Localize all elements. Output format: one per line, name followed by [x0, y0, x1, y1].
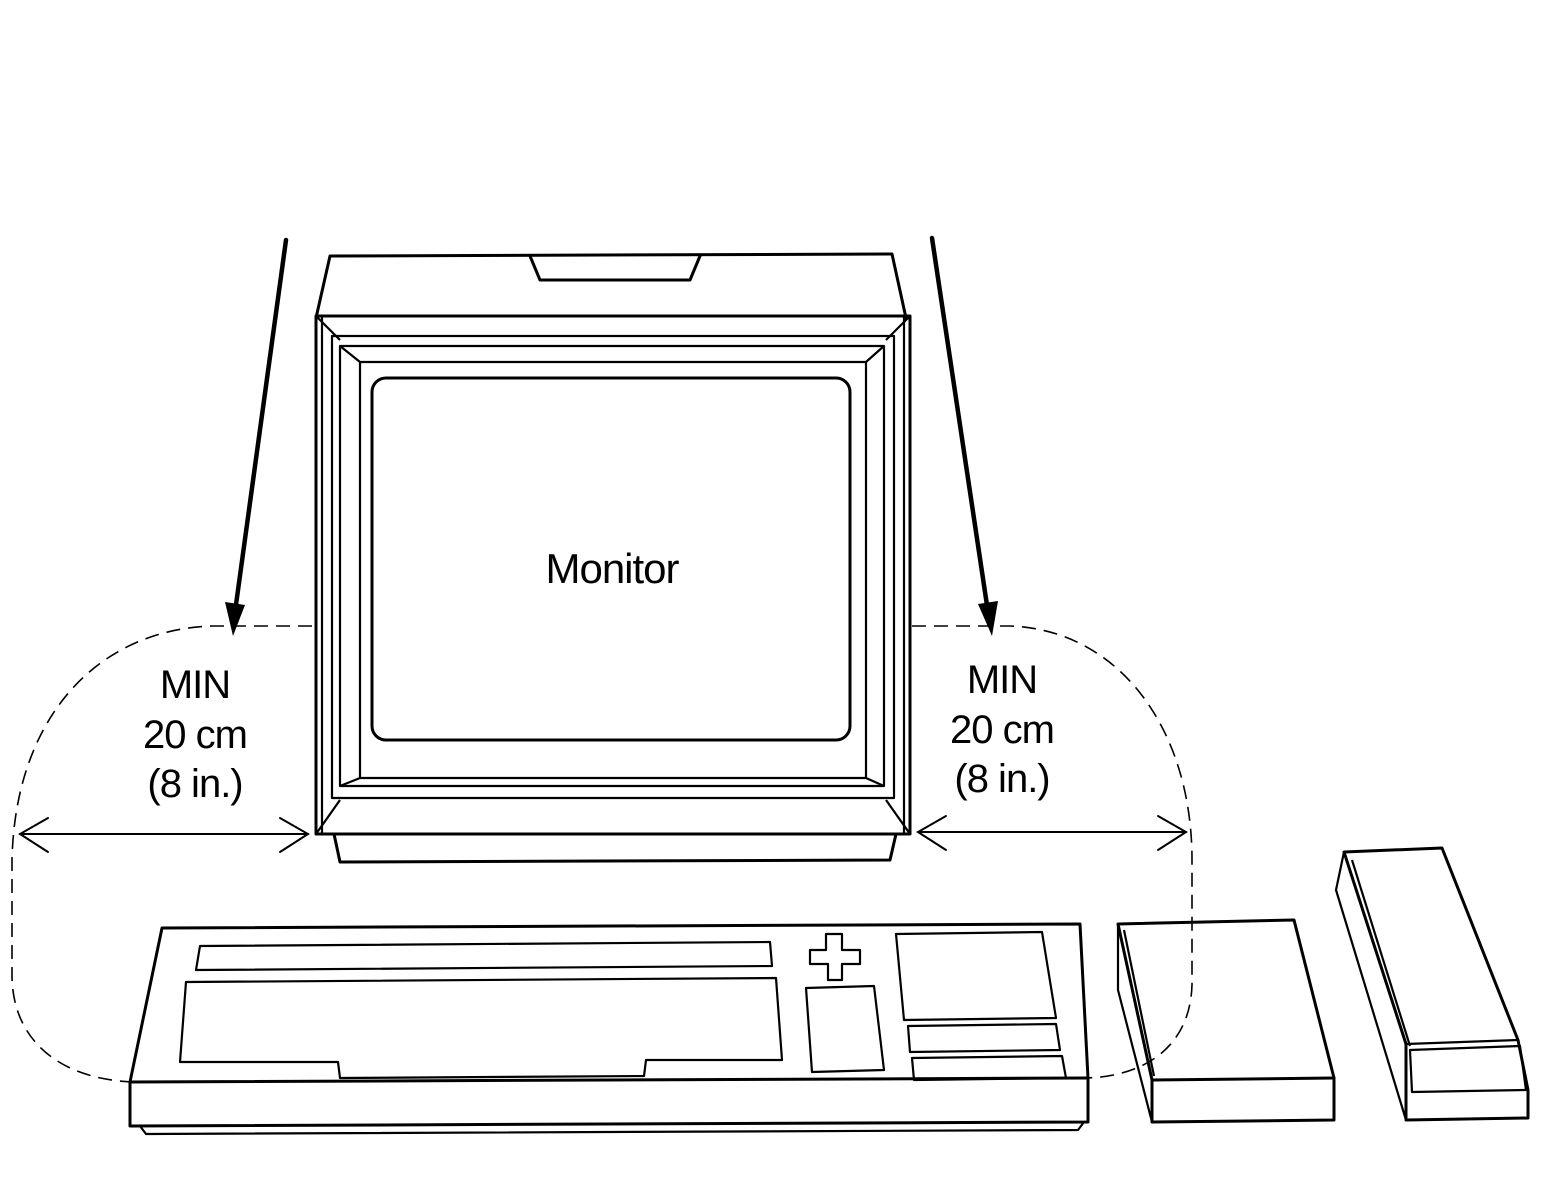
accessory-box-small	[1116, 918, 1336, 1124]
clearance-zone-boundary-right	[912, 625, 1193, 1079]
clearance-right-in: (8 in.)	[954, 757, 1049, 801]
dimension-arrow-left	[18, 817, 310, 853]
keyboard	[128, 922, 1090, 1136]
clearance-zone-boundary	[11, 625, 312, 1083]
monitor-label: Monitor	[545, 545, 679, 592]
clearance-left-cm: 20 cm	[143, 713, 247, 757]
accessory-box-tall	[1334, 846, 1530, 1122]
clearance-right-cm: 20 cm	[950, 708, 1054, 752]
clearance-left-min: MIN	[160, 663, 230, 707]
dimension-arrow-right	[916, 815, 1188, 851]
monitor	[314, 252, 912, 864]
airflow-arrow-left	[225, 237, 289, 636]
airflow-arrow-right	[929, 235, 998, 636]
clearance-left-in: (8 in.)	[147, 762, 242, 806]
clearance-right-min: MIN	[967, 658, 1037, 702]
monitor-screen	[370, 376, 852, 742]
